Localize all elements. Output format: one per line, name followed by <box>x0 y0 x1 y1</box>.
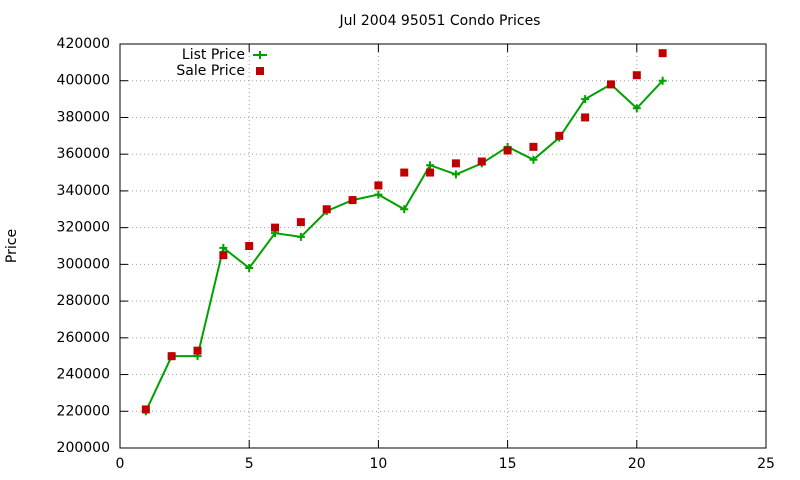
y-tick-label: 420000 <box>57 36 110 52</box>
y-tick-label: 300000 <box>57 256 110 272</box>
legend-marker <box>256 67 264 75</box>
data-point <box>426 161 435 170</box>
data-point <box>296 218 305 227</box>
data-point <box>219 251 228 260</box>
legend-label: Sale Price <box>176 63 245 79</box>
y-tick-label: 340000 <box>57 183 110 199</box>
data-point <box>167 352 176 361</box>
y-tick-label: 200000 <box>57 440 110 456</box>
data-point <box>581 95 590 104</box>
y-tick-label: 280000 <box>57 293 110 309</box>
data-point <box>426 168 435 177</box>
data-point <box>322 205 331 214</box>
x-tick-label: 25 <box>757 456 775 472</box>
data-point <box>658 49 667 58</box>
data-point <box>555 131 564 140</box>
legend-label: List Price <box>182 47 245 63</box>
x-tick-label: 10 <box>369 456 387 472</box>
data-point <box>271 223 280 232</box>
data-point <box>296 232 305 241</box>
data-point <box>658 76 667 85</box>
data-point <box>374 181 383 190</box>
data-point <box>141 405 150 414</box>
x-tick-label: 0 <box>116 456 125 472</box>
data-point <box>245 242 254 250</box>
data-point <box>529 142 538 151</box>
y-tick-label: 360000 <box>57 146 110 162</box>
data-point <box>245 264 254 273</box>
data-point <box>348 196 357 205</box>
plot-border <box>119 43 767 449</box>
data-point <box>606 80 615 89</box>
data-point <box>529 155 538 164</box>
y-tick-label: 240000 <box>57 367 110 383</box>
y-tick-label: 320000 <box>57 220 110 236</box>
data-point <box>632 71 641 80</box>
y-axis-label: Price <box>4 229 20 263</box>
chart-title: Jul 2004 95051 Condo Prices <box>339 13 541 29</box>
data-point <box>400 168 409 177</box>
data-point <box>632 104 641 113</box>
x-tick-label: 5 <box>245 456 254 472</box>
y-tick-label: 220000 <box>57 403 110 419</box>
y-tick-label: 260000 <box>57 330 110 346</box>
x-tick-label: 15 <box>499 456 517 472</box>
data-point <box>374 190 383 199</box>
data-point <box>503 146 512 155</box>
legend-marker <box>256 51 264 59</box>
x-tick-label: 20 <box>628 456 646 472</box>
data-point <box>451 170 460 179</box>
data-point <box>400 205 409 214</box>
data-point <box>219 243 228 252</box>
y-tick-label: 400000 <box>57 73 110 89</box>
data-point <box>477 157 486 166</box>
data-point <box>581 113 590 122</box>
data-point <box>193 346 202 355</box>
data-point <box>451 159 460 168</box>
y-tick-label: 380000 <box>57 109 110 125</box>
